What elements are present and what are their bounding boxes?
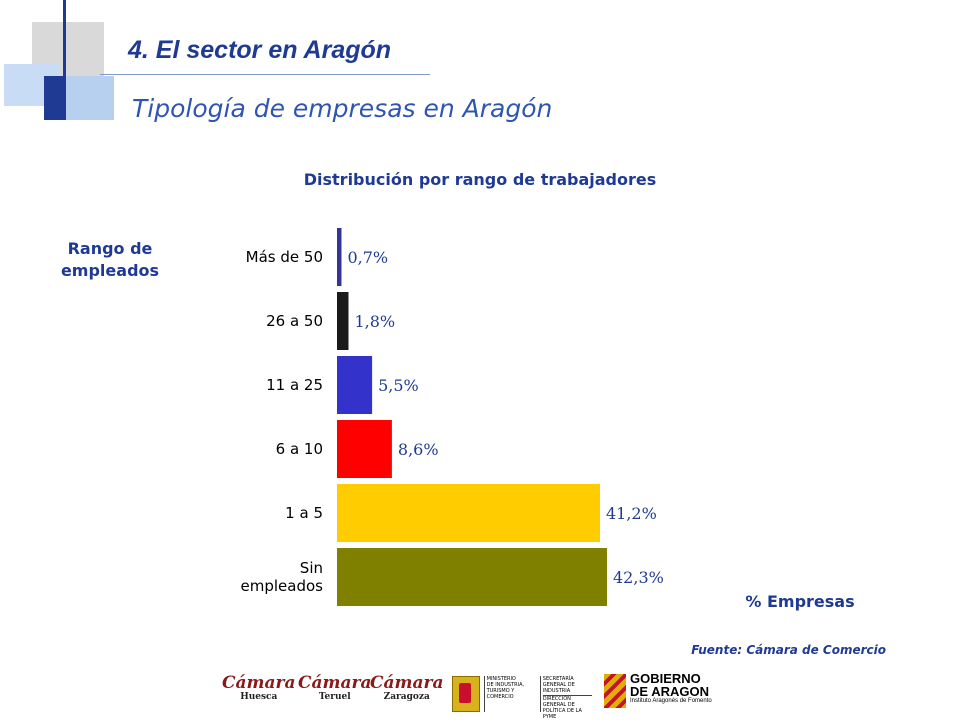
category-label: 26 a 50 — [266, 312, 323, 330]
camara-wordmark: Cámara — [370, 673, 444, 693]
decor-square-inner — [66, 76, 114, 120]
camara-city-label: Huesca — [240, 692, 278, 702]
slide-subtitle: Tipología de empresas en Aragón — [132, 94, 553, 123]
value-label: 0,7% — [347, 248, 388, 267]
category-label: 6 a 10 — [276, 440, 323, 458]
value-label: 8,6% — [398, 440, 439, 459]
chart-title: Distribución por rango de trabajadores — [303, 170, 657, 189]
source-note: Fuente: Cámara de Comercio — [691, 643, 886, 657]
gobierno-aragon-logo: GOBIERNO DE ARAGON Instituto Aragonés de… — [604, 672, 724, 714]
y-axis-title: Rango de empleados — [60, 239, 160, 280]
secretaria-text: SECRETARÍA GENERAL DE INDUSTRIA DIRECCIÓ… — [539, 676, 592, 720]
bar-1 — [337, 292, 349, 350]
camara-zaragoza-logo: Cámara Zaragoza — [370, 674, 444, 703]
bar-5 — [337, 548, 607, 606]
decor-vertical-line — [63, 0, 66, 120]
gobierno-sub: Instituto Aragonés de Fomento — [630, 698, 712, 704]
bar-0 — [337, 228, 342, 286]
value-label: 1,8% — [354, 312, 395, 331]
value-label: 41,2% — [606, 504, 657, 523]
category-label: 11 a 25 — [266, 376, 323, 394]
camara-city-label: Teruel — [318, 692, 351, 702]
bar-2 — [337, 356, 373, 414]
decor-horizontal-line — [100, 74, 430, 75]
aragon-flag-icon — [604, 674, 626, 708]
slide-title: 4. El sector en Aragón — [128, 36, 392, 64]
gobierno-line1: GOBIERNO — [630, 671, 701, 686]
x-axis-title: % Empresas — [745, 592, 855, 611]
gobierno-line2: DE ARAGON — [630, 684, 709, 699]
bar-3 — [337, 420, 392, 478]
coat-of-arms-icon — [452, 676, 480, 712]
ministerio-text: MINISTERIO DE INDUSTRIA, TURISMO Y COMER… — [483, 676, 536, 712]
category-label: 1 a 5 — [285, 504, 323, 522]
camara-wordmark: Cámara — [222, 673, 296, 693]
camara-city-label: Zaragoza — [383, 692, 430, 702]
camara-huesca-logo: Cámara Huesca — [222, 674, 296, 703]
value-label: 42,3% — [613, 568, 664, 587]
camara-wordmark: Cámara — [298, 673, 372, 693]
camara-teruel-logo: Cámara Teruel — [298, 674, 372, 703]
ministerio-logo: MINISTERIO DE INDUSTRIA, TURISMO Y COMER… — [452, 676, 592, 720]
category-label: Sin empleados — [241, 559, 324, 595]
value-label: 5,5% — [378, 376, 419, 395]
category-label: Más de 50 — [246, 248, 323, 266]
bar-4 — [337, 484, 600, 542]
